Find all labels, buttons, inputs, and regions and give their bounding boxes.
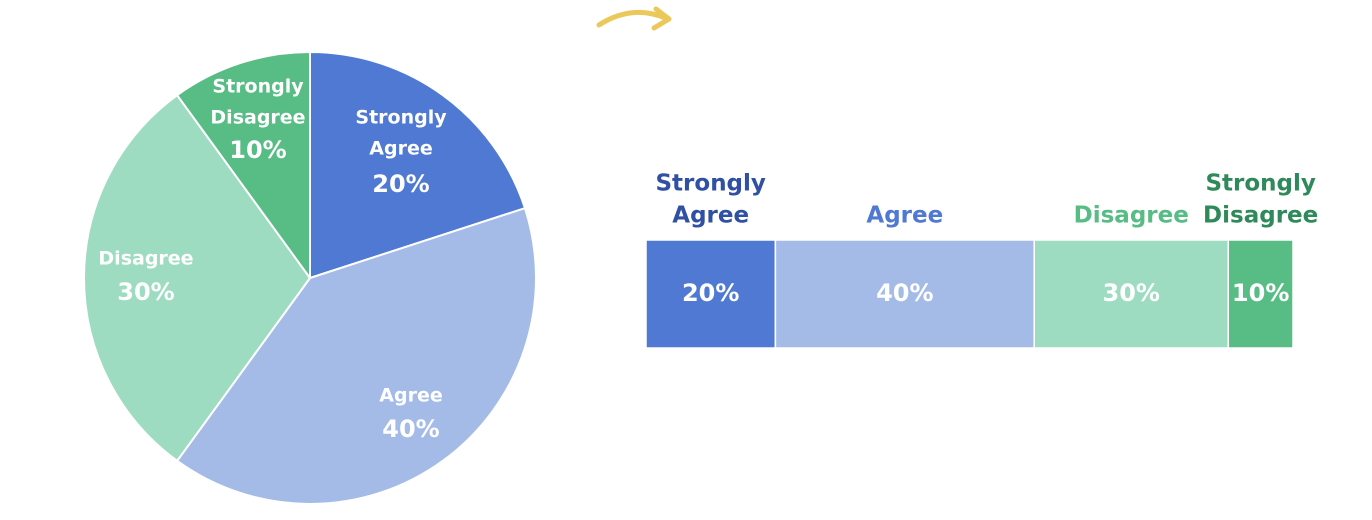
pie-label-agree: Agree [379,385,442,407]
pie-label-strongly-agree: Strongly [355,107,447,129]
pie-slice-disagree [83,94,311,462]
bar-value-label-disagree: 30% [1103,279,1160,307]
bar-heading-strongly-disagree: Disagree [1203,203,1318,229]
bar-heading-agree: Agree [866,203,943,229]
arrow-shaft [596,9,668,28]
bar-value-label-agree: 40% [876,279,933,307]
pie-chart: Strongly Agree 20% Agree 40% Disagree 30% Stron… [83,51,537,505]
pie-value-label-agree: 40% [382,415,439,443]
bar-segment-disagree [1033,239,1230,349]
pie-slice-strongly-agree [309,51,526,279]
pie-label-strongly-disagree: Strongly [212,76,304,98]
curved-arrow-right-icon [596,6,672,31]
bar-heading-disagree: Disagree [1074,203,1189,229]
bar-segment-agree [774,239,1035,349]
bar-heading-strongly-disagree: Strongly [1205,171,1315,197]
pie-value-label-disagree: 30% [117,278,174,306]
pie-label-disagree: Disagree [98,248,193,270]
pie-slice-strongly-disagree [176,51,311,279]
bar-heading-strongly-agree: Strongly [655,171,765,197]
pie-value-label-strongly-disagree: 10% [229,136,286,164]
bar-segment-strongly-disagree [1227,239,1294,349]
bar-heading-strongly-agree: Agree [672,203,749,229]
arrow-head [651,6,672,31]
pie-value-label-strongly-agree: 20% [372,170,429,198]
bar-value-label-strongly-disagree: 10% [1232,279,1289,307]
bar-value-label-strongly-agree: 20% [682,279,739,307]
pie-slice-agree [176,207,537,505]
pie-label-strongly-agree: Agree [369,138,432,160]
pie-label-strongly-disagree: Disagree [210,107,305,129]
stacked-bar-chart: 20% Strongly Agree 40% Agree 30% Disagree 10% St… [645,171,1318,349]
